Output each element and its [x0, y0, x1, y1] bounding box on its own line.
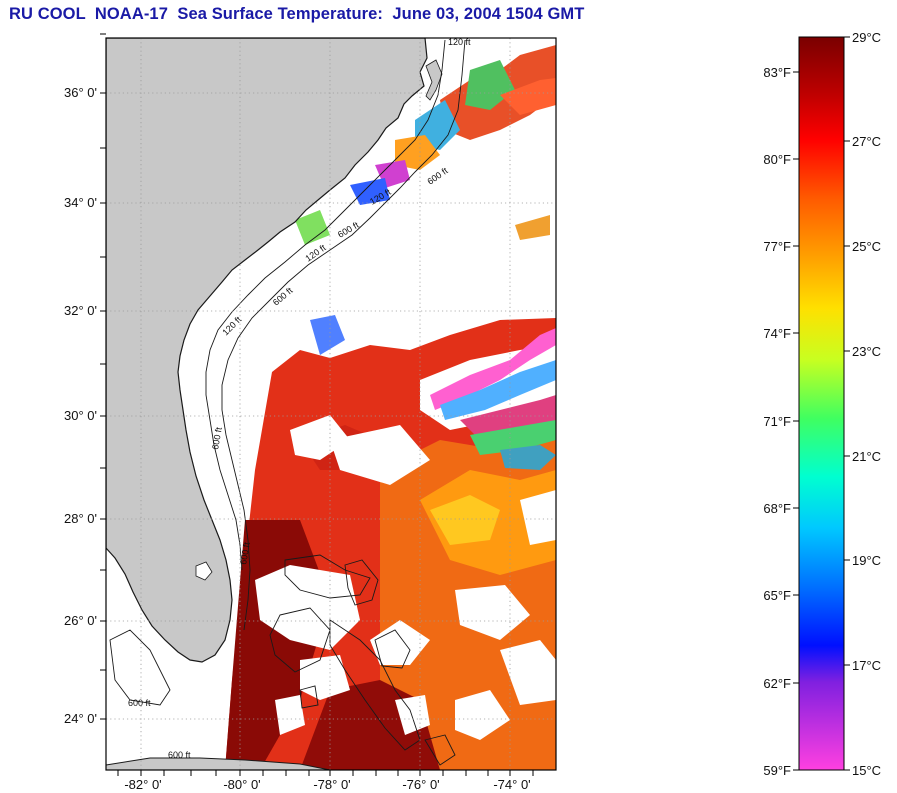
- fahrenheit-label: 59°F: [763, 763, 791, 778]
- lon-label: -76° 0': [402, 777, 439, 792]
- sst-cool-streak: [460, 395, 556, 440]
- island-outline: [374, 629, 411, 669]
- lon-label: -74° 0': [493, 777, 530, 792]
- graticule: [106, 38, 556, 770]
- colorbar-gradient: [798, 36, 845, 771]
- cuba-landmass: [106, 757, 331, 770]
- lon-label: -78° 0': [313, 777, 350, 792]
- fahrenheit-label: 77°F: [763, 239, 791, 254]
- great-bahama-bank-outline: [269, 607, 331, 673]
- sst-yellow-region: [430, 495, 500, 545]
- celsius-label: 21°C: [852, 449, 881, 464]
- map-border: [105, 37, 557, 771]
- fahrenheit-label: 83°F: [763, 65, 791, 80]
- colorbar: 29°C 27°C 25°C 23°C 21°C 19°C 17°C 15°C …: [763, 30, 881, 778]
- island-outline: [344, 559, 379, 606]
- cloud-mask: [520, 490, 556, 545]
- fahrenheit-label: 68°F: [763, 501, 791, 516]
- sst-north-patch: [295, 210, 330, 245]
- cloud-mask: [500, 640, 556, 705]
- lat-labels: 24° 0' 26° 0' 28° 0' 30° 0' 32° 0' 34° 0…: [64, 85, 97, 726]
- celsius-label: 29°C: [852, 30, 881, 45]
- sst-north-patch: [515, 215, 550, 240]
- bathymetry-contours: [205, 39, 466, 631]
- florida-bay-outline: [109, 629, 171, 706]
- contour-label: 600 ft: [210, 426, 224, 450]
- cloud-mask: [275, 695, 305, 735]
- cloud-mask: [255, 565, 360, 650]
- fahrenheit-label: 74°F: [763, 326, 791, 341]
- celsius-label: 17°C: [852, 658, 881, 673]
- contour-label: 600 ft: [128, 698, 151, 708]
- us-southeast-landmass: [106, 38, 428, 663]
- contour-label: 600 ft: [238, 541, 252, 565]
- fahrenheit-label: 80°F: [763, 152, 791, 167]
- island-outline: [424, 734, 456, 766]
- cloud-mask: [395, 695, 430, 735]
- colorbar-ticks: [793, 36, 850, 771]
- celsius-label: 27°C: [852, 134, 881, 149]
- bahama-bank-outline: [284, 554, 371, 599]
- cloud-mask: [455, 690, 510, 740]
- lat-label: 32° 0': [64, 303, 97, 318]
- sst-cool-streak: [440, 360, 556, 420]
- sst-cool-streak: [470, 420, 556, 455]
- cloud-mask: [370, 620, 430, 665]
- fahrenheit-label: 65°F: [763, 588, 791, 603]
- cloud-mask: [300, 655, 350, 700]
- bahamas-islands: [109, 554, 456, 766]
- lon-label: -82° 0': [124, 777, 161, 792]
- sst-north-patch: [350, 178, 390, 205]
- lat-label: 30° 0': [64, 408, 97, 423]
- cloud-mask: [455, 585, 530, 640]
- lat-label: 26° 0': [64, 613, 97, 628]
- contour-600ft: [221, 39, 466, 631]
- outer-banks: [425, 59, 443, 101]
- celsius-label: 15°C: [852, 763, 881, 778]
- lat-axis: [100, 33, 106, 720]
- sst-north-patch: [395, 135, 440, 170]
- lake-okeechobee: [195, 561, 213, 581]
- lat-label: 36° 0': [64, 85, 97, 100]
- contour-label: 120 ft: [448, 37, 471, 47]
- lat-label: 28° 0': [64, 511, 97, 526]
- contour-label: 600 ft: [168, 750, 191, 760]
- celsius-label: 19°C: [852, 553, 881, 568]
- andros-outline: [329, 619, 421, 751]
- lat-label: 24° 0': [64, 711, 97, 726]
- lat-label: 34° 0': [64, 195, 97, 210]
- cloud-mask: [330, 425, 430, 485]
- map-title: RU COOL NOAA-17 Sea Surface Temperature:…: [9, 5, 585, 23]
- contour-120ft: [205, 39, 446, 571]
- lon-labels: -82° 0' -80° 0' -78° 0' -76° 0' -74° 0': [124, 777, 530, 792]
- sst-cool-streak: [500, 445, 556, 470]
- celsius-label: 25°C: [852, 239, 881, 254]
- fahrenheit-label: 71°F: [763, 414, 791, 429]
- sst-overlay: [225, 45, 556, 770]
- sst-north-patch: [310, 315, 345, 355]
- island-outline: [299, 685, 319, 709]
- fahrenheit-label: 62°F: [763, 676, 791, 691]
- fahrenheit-labels: 83°F 80°F 77°F 74°F 71°F 68°F 65°F 62°F …: [763, 65, 791, 778]
- sst-cool-streak: [430, 328, 556, 410]
- lon-axis: [117, 770, 534, 776]
- sst-north-patch: [500, 78, 556, 115]
- celsius-labels: 29°C 27°C 25°C 23°C 21°C 19°C 17°C 15°C: [852, 30, 881, 778]
- celsius-label: 23°C: [852, 344, 881, 359]
- lon-label: -80° 0': [223, 777, 260, 792]
- map-frame: 120 ft 600 ft 120 ft 600 ft 120 ft 600 f…: [106, 37, 556, 770]
